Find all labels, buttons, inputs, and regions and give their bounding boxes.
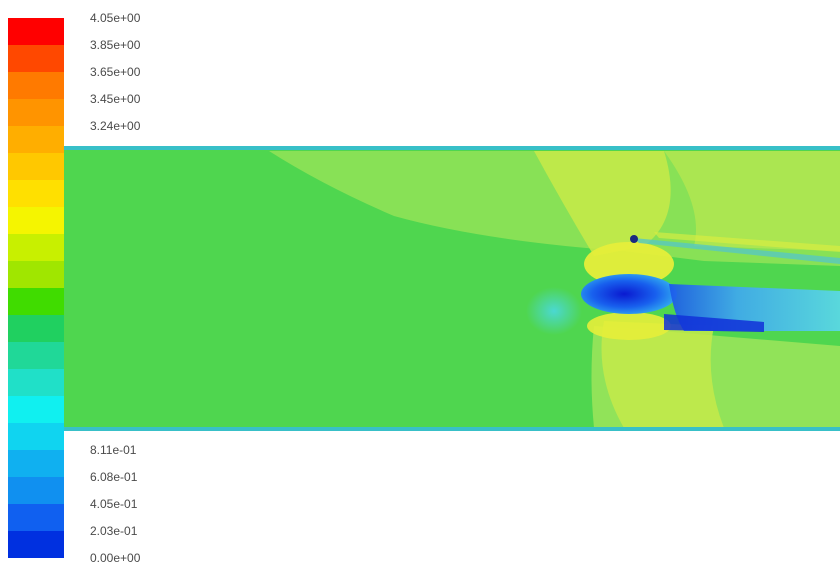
upper-dark-spot	[630, 235, 638, 243]
body-core	[581, 274, 677, 314]
legend-swatch	[8, 315, 64, 342]
legend-swatch	[8, 504, 64, 531]
legend-tick-label: 4.05e+00	[90, 11, 141, 25]
contour-plot	[64, 146, 840, 431]
legend-tick-label: 2.03e-01	[90, 524, 138, 538]
legend-tick-label: 3.65e+00	[90, 65, 141, 79]
legend-swatch	[8, 18, 64, 45]
body-rim-lower	[587, 312, 671, 340]
upper-streak	[634, 238, 840, 264]
legend-swatch	[8, 99, 64, 126]
legend-swatch	[8, 531, 64, 558]
legend-swatch	[8, 477, 64, 504]
legend-swatch	[8, 180, 64, 207]
legend-swatch	[8, 423, 64, 450]
legend-swatch	[8, 261, 64, 288]
legend-swatch	[8, 288, 64, 315]
legend-swatch	[8, 342, 64, 369]
legend-tick-label: 6.08e-01	[90, 470, 138, 484]
upper-yellow-fan	[534, 151, 671, 256]
legend-swatch	[8, 153, 64, 180]
legend-swatch	[8, 126, 64, 153]
color-scale-legend	[8, 18, 64, 558]
flow-field-contour	[64, 146, 840, 431]
legend-tick-label: 4.05e-01	[90, 497, 138, 511]
legend-tick-label: 3.24e+00	[90, 119, 141, 133]
top-wall	[64, 146, 840, 150]
legend-tick-label: 0.00e+00	[90, 551, 141, 565]
legend-swatch	[8, 72, 64, 99]
legend-swatch	[8, 369, 64, 396]
legend-swatch	[8, 207, 64, 234]
lower-wake-core	[664, 314, 764, 332]
right-yellow-band	[664, 151, 840, 251]
legend-tick-label: 3.45e+00	[90, 92, 141, 106]
upper-streak-yellow	[654, 232, 840, 252]
bottom-wall	[64, 427, 840, 431]
lower-yellow-fan	[601, 321, 724, 428]
legend-tick-label: 8.11e-01	[90, 443, 137, 457]
legend-tick-label: 3.85e+00	[90, 38, 141, 52]
stagnation-region	[526, 287, 582, 335]
legend-swatch	[8, 234, 64, 261]
legend-swatch	[8, 396, 64, 423]
legend-swatch	[8, 450, 64, 477]
legend-swatch	[8, 45, 64, 72]
body-rim-upper	[584, 242, 674, 286]
